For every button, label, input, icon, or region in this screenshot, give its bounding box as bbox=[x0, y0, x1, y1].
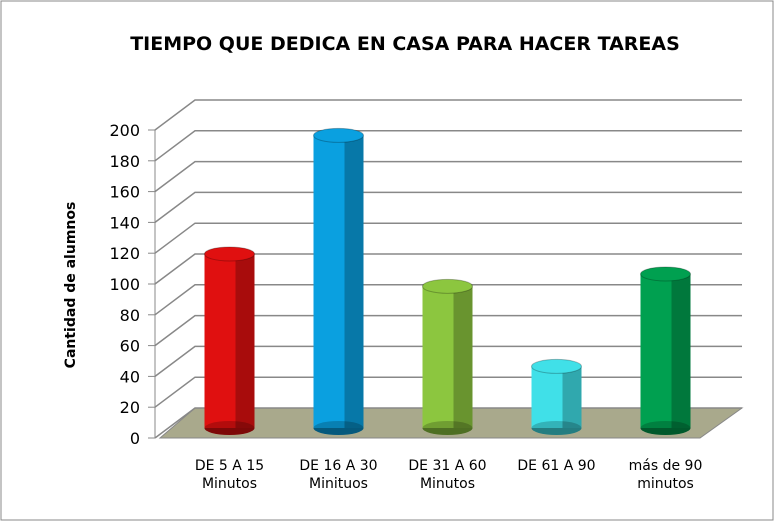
grid-line bbox=[154, 160, 742, 193]
y-tick-label: 0 bbox=[130, 429, 140, 448]
y-tick-label: 40 bbox=[120, 367, 140, 386]
grid-line bbox=[154, 314, 742, 347]
y-tick-label: 180 bbox=[109, 152, 140, 171]
y-tick-label: 100 bbox=[109, 275, 140, 294]
grid-line bbox=[154, 99, 742, 131]
y-tick-label: 120 bbox=[109, 244, 140, 263]
y-axis-label: Cantidad de alumnos bbox=[63, 202, 79, 369]
grid-line bbox=[154, 284, 742, 316]
bar bbox=[204, 246, 255, 435]
y-tick-label: 20 bbox=[120, 398, 140, 417]
grid-line bbox=[154, 130, 742, 162]
y-tick-label: 140 bbox=[109, 213, 140, 232]
bar bbox=[640, 266, 691, 435]
x-tick-label: más de 90 minutos bbox=[628, 458, 703, 492]
y-tick-label: 60 bbox=[120, 337, 140, 356]
grid-line bbox=[154, 345, 742, 377]
x-tick-label: DE 16 A 30 Minituos bbox=[299, 458, 378, 492]
x-tick-label: DE 61 A 90 bbox=[517, 458, 596, 474]
bar bbox=[313, 127, 364, 435]
chart-title: TIEMPO QUE DEDICA EN CASA PARA HACER TAR… bbox=[130, 33, 680, 55]
bar bbox=[531, 358, 582, 435]
x-tick-label: DE 31 A 60 Minutos bbox=[408, 458, 487, 492]
x-tick-label: DE 5 A 15 Minutos bbox=[194, 458, 265, 492]
grid-line bbox=[154, 253, 742, 285]
y-tick-label: 160 bbox=[109, 183, 140, 202]
y-tick-label: 80 bbox=[120, 306, 140, 325]
grid-line bbox=[154, 191, 742, 223]
grid-line bbox=[154, 222, 742, 254]
bar bbox=[422, 278, 473, 435]
y-tick-label: 200 bbox=[109, 121, 140, 140]
